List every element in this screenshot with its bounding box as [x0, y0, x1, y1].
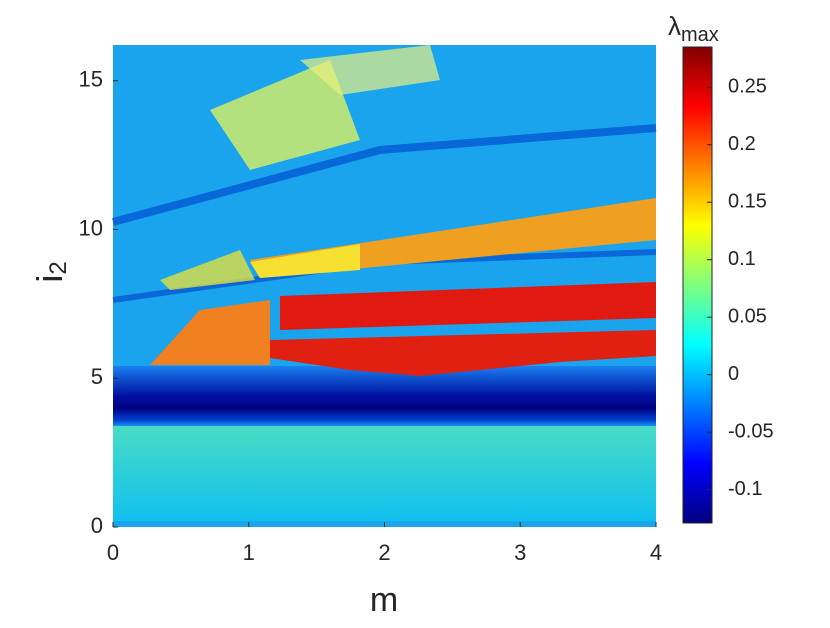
y-tick-label: 5 [91, 364, 103, 389]
heatmap [111, 45, 657, 527]
colorbar-tick-label: 0.1 [728, 248, 756, 270]
colorbar-tick-label: 0 [728, 363, 739, 385]
colorbar-tick-label: 0.2 [728, 133, 756, 155]
y-tick-label: 0 [91, 513, 103, 538]
colorbar-label: λmax [668, 11, 719, 46]
y-label-subscript: 2 [45, 261, 72, 274]
x-tick-label: 0 [107, 540, 119, 565]
colorbar [682, 46, 713, 524]
colorbar-label-symbol: λ [668, 11, 681, 41]
y-axis-label: i2 [29, 261, 73, 282]
colorbar-tick-label: -0.05 [728, 420, 774, 442]
x-axis-label: m [370, 581, 398, 619]
y-tick-label: 10 [79, 215, 103, 240]
x-tick-label: 3 [514, 540, 526, 565]
x-tick-label: 2 [378, 540, 390, 565]
colorbar-tick-label: 0.05 [728, 305, 767, 327]
colorbar-tick-label: 0.15 [728, 190, 767, 212]
colorbar-tick-label: 0.25 [728, 76, 767, 98]
colorbar-tick-label: -0.1 [728, 478, 762, 500]
x-tick-label: 4 [650, 540, 662, 565]
y-label-symbol: i [29, 275, 70, 283]
colorbar-label-subscript: max [681, 24, 719, 46]
x-tick-label: 1 [243, 540, 255, 565]
y-tick-label: 15 [79, 67, 103, 92]
